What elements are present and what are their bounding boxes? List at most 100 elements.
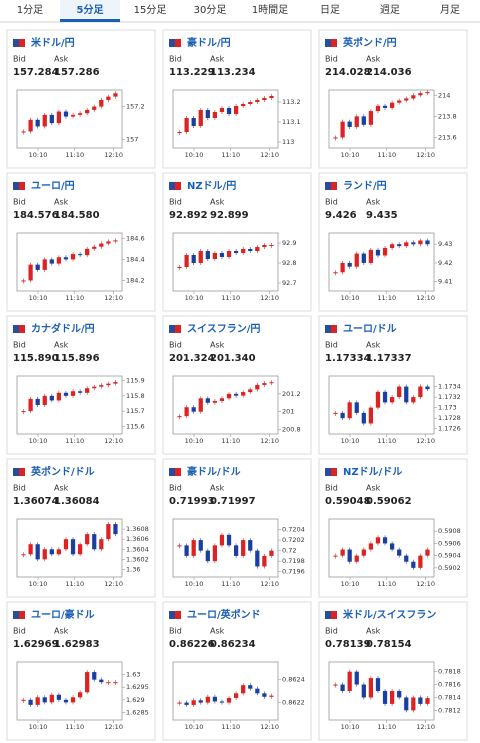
tab[interactable]: 1分足 <box>17 4 43 16</box>
candle-body <box>177 702 182 704</box>
ask-value: 0.59062 <box>366 496 412 507</box>
bid-value: 1.36074 <box>13 496 59 507</box>
y-tick-label: 0.7818 <box>438 668 461 676</box>
candle-body <box>63 392 69 396</box>
ask-label: Ask <box>210 627 225 636</box>
candle-body <box>113 382 118 384</box>
y-tick-label: 0.7196 <box>282 568 305 576</box>
candle-body <box>177 132 182 133</box>
candle-body <box>49 114 54 124</box>
candle-body <box>425 549 430 556</box>
candle-body <box>85 248 90 256</box>
card-title[interactable]: NZドル/ドル <box>343 466 402 478</box>
x-tick-label: 10:10 <box>185 580 204 588</box>
candle-body <box>411 242 416 245</box>
card-title[interactable]: ユーロ/豪ドル <box>31 608 95 621</box>
ask-label: Ask <box>54 341 69 350</box>
card-title[interactable]: 英ポンド/円 <box>342 36 397 49</box>
y-tick-label: 115.8 <box>126 392 145 400</box>
bid-value: 0.59048 <box>325 496 371 507</box>
candle-body <box>354 555 359 562</box>
candle-body <box>113 524 118 535</box>
candle-body <box>184 407 189 417</box>
candle-body <box>382 391 388 403</box>
candle-body <box>241 685 246 694</box>
y-tick-label: 0.7202 <box>282 536 305 544</box>
y-tick-label: 0.7198 <box>282 557 305 565</box>
candle-body <box>63 111 69 117</box>
candle-body <box>92 246 97 249</box>
tab[interactable]: 30分足 <box>194 4 227 16</box>
tab[interactable]: 15分足 <box>134 4 167 16</box>
candle-body <box>42 114 47 127</box>
candle-body <box>340 549 345 556</box>
y-tick-label: 184.6 <box>126 234 145 242</box>
candle-body <box>269 96 274 98</box>
bid-label: Bid <box>169 484 182 493</box>
y-tick-label: 1.629 <box>126 696 145 704</box>
candle-body <box>198 110 203 126</box>
candle-body <box>375 537 381 544</box>
x-tick-label: 10:10 <box>341 437 360 445</box>
card-title[interactable]: 豪ドル/円 <box>187 36 231 49</box>
chart-frame <box>16 232 123 292</box>
ask-value: 1.17337 <box>366 353 412 364</box>
card-title[interactable]: 米ドル/円 <box>31 36 75 49</box>
card-title[interactable]: カナダドル/円 <box>31 322 95 335</box>
tab[interactable]: 日足 <box>320 4 340 16</box>
card-title[interactable]: ユーロ/円 <box>31 180 75 192</box>
ask-value: 0.78154 <box>366 639 412 650</box>
candle-body <box>425 698 430 704</box>
chart-frame <box>328 375 435 435</box>
tab[interactable]: 月足 <box>440 4 460 16</box>
bid-value: 92.892 <box>169 210 208 221</box>
candle-body <box>333 412 338 414</box>
card-title[interactable]: スイスフラン/円 <box>187 323 260 335</box>
ask-label: Ask <box>210 55 225 64</box>
y-tick-label: 201.2 <box>282 390 301 398</box>
x-tick-label: 10:10 <box>29 723 48 731</box>
x-tick-label: 10:10 <box>29 294 48 302</box>
candle-body <box>212 696 218 702</box>
flag-part <box>19 611 25 619</box>
candle-body <box>35 398 40 405</box>
candle-body <box>248 540 253 551</box>
x-tick-label: 10:10 <box>29 437 48 445</box>
candle-body <box>404 98 409 101</box>
tab[interactable]: 5分足 <box>77 3 105 16</box>
candle-body <box>219 253 225 257</box>
card-title[interactable]: ランド/円 <box>343 180 387 192</box>
flag-part <box>175 39 181 47</box>
candle-body <box>70 539 76 555</box>
x-tick-label: 11:10 <box>65 151 84 159</box>
candle-body <box>35 544 40 560</box>
ask-value: 115.896 <box>54 353 100 364</box>
card-title[interactable]: ユーロ/英ポンド <box>187 608 261 621</box>
card-title[interactable]: NZドル/円 <box>187 180 236 192</box>
ask-value: 9.435 <box>366 210 398 221</box>
candle-body <box>92 386 97 389</box>
candle-body <box>425 92 430 94</box>
x-tick-label: 10:10 <box>185 723 204 731</box>
card-title[interactable]: 豪ドル/ドル <box>187 465 241 478</box>
card-title[interactable]: 英ポンド/ドル <box>30 465 95 478</box>
candle-body <box>241 540 246 556</box>
card-title[interactable]: 米ドル/スイスフラン <box>343 608 436 621</box>
flag-part <box>331 39 337 47</box>
candle-body <box>21 411 26 413</box>
active-tab-underline <box>60 19 120 22</box>
x-tick-label: 10:10 <box>185 437 204 445</box>
candle-body <box>233 693 239 698</box>
tab[interactable]: 1時間足 <box>252 4 288 16</box>
bid-value: 115.890 <box>13 353 59 364</box>
card-title[interactable]: ユーロ/ドル <box>343 323 397 335</box>
bid-value: 214.028 <box>325 67 371 78</box>
candle-body <box>361 253 366 263</box>
candle-body <box>35 264 40 270</box>
bid-label: Bid <box>325 341 338 350</box>
x-tick-label: 11:10 <box>221 294 240 302</box>
candle-body <box>205 550 210 562</box>
tab[interactable]: 週足 <box>380 4 400 16</box>
x-tick-label: 12:10 <box>416 294 435 302</box>
candle-body <box>99 385 104 387</box>
